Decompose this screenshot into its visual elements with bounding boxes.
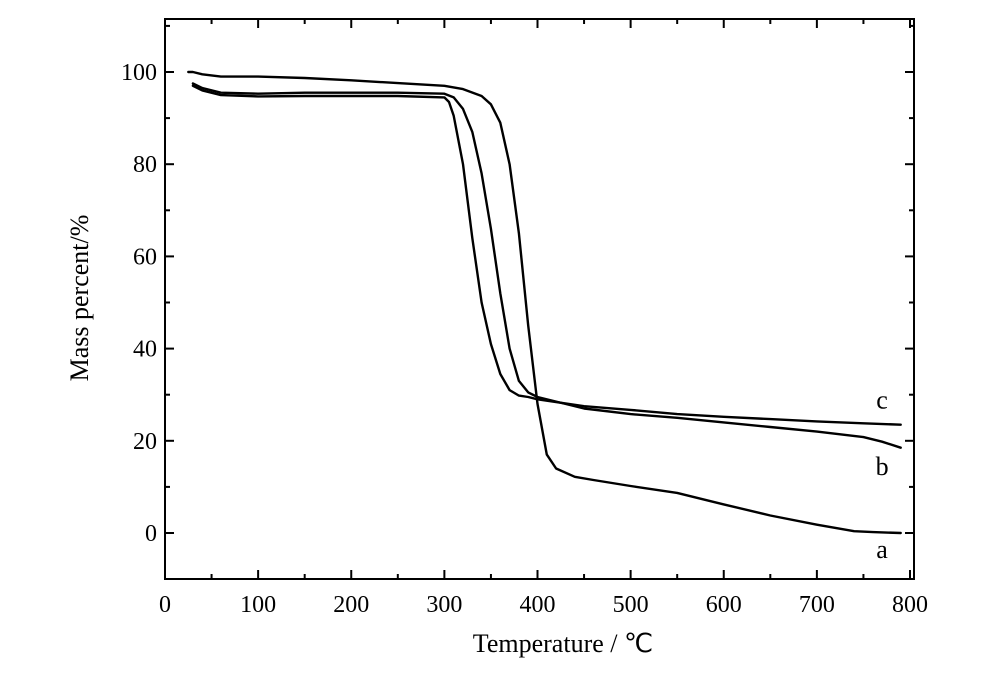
x-axis-title: Temperature / ℃ <box>473 629 653 658</box>
x-tick-label: 500 <box>613 592 649 618</box>
series-line-a <box>187 70 902 535</box>
curve-labels: a b c <box>876 385 889 564</box>
x-tick-label: 400 <box>520 592 556 618</box>
plot-frame <box>164 18 915 580</box>
y-tick-label: 100 <box>121 60 157 86</box>
x-tick-label: 700 <box>799 592 835 618</box>
x-tick-label: 200 <box>333 592 369 618</box>
y-tick-label: 60 <box>133 244 157 270</box>
x-tick-label: 0 <box>159 592 171 618</box>
curve-label-c: c <box>876 385 888 414</box>
y-tick-label: 40 <box>133 337 157 363</box>
axis-ticks <box>164 19 914 579</box>
y-axis-title: Mass percent/% <box>65 215 94 382</box>
y-tick-label: 20 <box>133 429 157 455</box>
axis-tick-labels: 0 100 200 300 400 500 600 700 800 0 20 40 60 80 100 <box>121 60 928 618</box>
x-tick-label: 300 <box>426 592 462 618</box>
y-tick-label: 80 <box>133 152 157 178</box>
curve-label-b: b <box>876 452 889 481</box>
series-line-b <box>191 82 902 449</box>
y-tick-label: 0 <box>145 521 157 547</box>
series-group <box>187 70 902 535</box>
x-tick-label: 800 <box>892 592 928 618</box>
series-line-c <box>191 84 902 426</box>
curve-label-a: a <box>876 535 888 564</box>
x-tick-label: 100 <box>240 592 276 618</box>
x-tick-label: 600 <box>706 592 742 618</box>
